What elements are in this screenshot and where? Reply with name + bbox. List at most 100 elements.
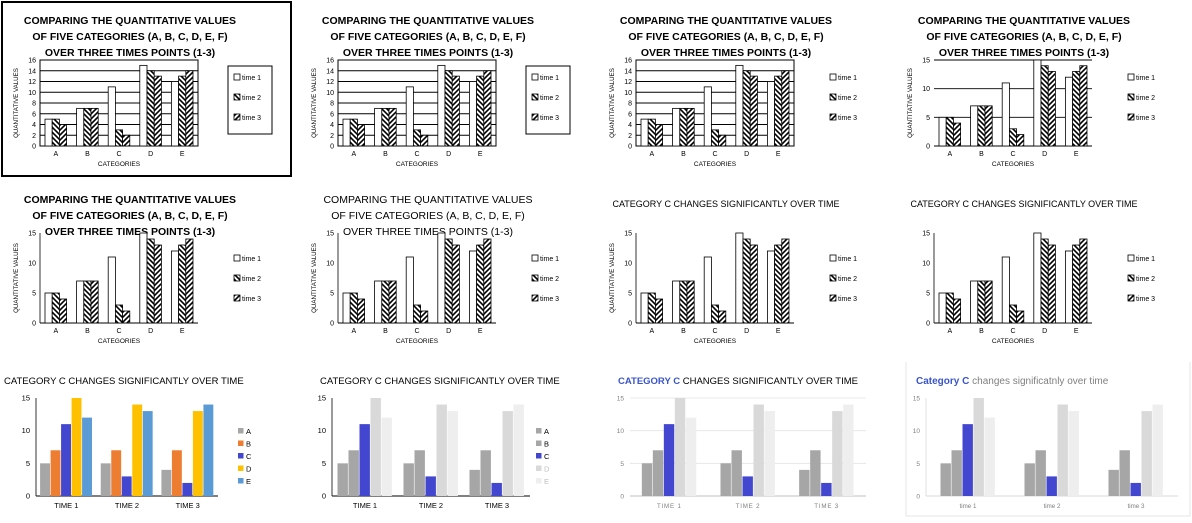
bar <box>342 292 351 324</box>
bar <box>357 124 366 147</box>
x-tick-label: D <box>148 151 153 158</box>
bar <box>674 398 686 496</box>
legend-label: B <box>544 440 549 449</box>
bar <box>641 463 653 496</box>
bar <box>51 118 60 147</box>
bar <box>436 404 447 496</box>
x-tick-label: A <box>649 151 654 158</box>
legend-label: time 1 <box>242 75 261 82</box>
bar <box>718 134 727 147</box>
bar <box>59 124 68 147</box>
legend-swatch <box>233 294 241 302</box>
x-tick-label: C <box>116 151 121 158</box>
x-tick-label: E <box>776 328 781 335</box>
bar <box>1119 450 1130 496</box>
x-tick-label: TIME 1 <box>353 501 377 510</box>
bar <box>672 107 681 147</box>
bar <box>1046 476 1057 496</box>
y-tick-label: 8 <box>330 101 334 108</box>
bar <box>153 244 162 324</box>
bar <box>444 238 453 324</box>
bar <box>468 250 477 324</box>
y-tick-label: 0 <box>628 321 632 328</box>
bar <box>122 134 131 147</box>
legend-swatch <box>536 428 542 434</box>
bar <box>447 411 458 496</box>
bar <box>970 105 979 147</box>
legend-swatch <box>531 274 539 282</box>
bar <box>953 298 962 324</box>
bar <box>953 122 962 147</box>
bar <box>388 280 397 324</box>
x-tick-label: B <box>383 328 388 335</box>
bar-chart: CATEGORY C CHANGES SIGNIFICANTLY OVER TI… <box>4 376 252 510</box>
bar <box>984 105 993 147</box>
bar <box>44 118 53 147</box>
bar <box>90 280 99 324</box>
bar <box>132 404 143 496</box>
bar <box>107 256 116 324</box>
bar <box>381 280 390 324</box>
legend-label: time 1 <box>242 256 261 263</box>
bar <box>720 463 731 496</box>
x-tick-label: time 2 <box>1044 503 1061 510</box>
bar <box>59 298 68 324</box>
y-axis-label: QUANTITATIVE VALUES <box>907 68 914 138</box>
bar-chart: COMPARING THE QUANTITATIVE VALUES OF FIVE… <box>311 15 571 168</box>
chart-panel: COMPARING THE QUANTITATIVE VALUES OF FIVE… <box>894 0 1192 185</box>
bar <box>781 238 790 324</box>
bar <box>337 463 348 496</box>
bar <box>170 250 179 324</box>
bar-chart: Category C changes significatnly over ti… <box>905 357 1191 517</box>
bar <box>192 411 203 496</box>
y-tick-label: 0 <box>32 144 36 151</box>
bar-chart: COMPARING THE QUANTITATIVE VALUES OF FIVE… <box>13 194 261 345</box>
x-tick-label: A <box>53 328 58 335</box>
bar <box>413 129 422 147</box>
chart-panel: COMPARING THE QUANTITATIVE VALUES OF FIVE… <box>0 185 298 362</box>
y-tick-label: 15 <box>617 396 625 403</box>
y-tick-label: 2 <box>32 133 36 140</box>
x-tick-label: D <box>148 328 153 335</box>
legend-label: time 3 <box>540 296 559 303</box>
x-tick-label: A <box>351 328 356 335</box>
bar <box>1009 128 1018 147</box>
bar <box>640 292 649 324</box>
bar <box>1016 310 1025 324</box>
bar <box>71 398 82 496</box>
chart-title: COMPARING THE QUANTITATIVE VALUES <box>620 15 832 27</box>
x-tick-label: B <box>681 151 686 158</box>
legend-swatch <box>531 93 539 101</box>
bar <box>962 424 973 496</box>
bar <box>984 280 993 324</box>
bar <box>686 107 695 147</box>
legend-label: time 3 <box>242 115 261 122</box>
y-tick-label: 5 <box>330 291 334 298</box>
bar <box>764 411 775 496</box>
y-tick-label: 15 <box>318 394 326 403</box>
bar <box>977 105 986 147</box>
y-axis-label: QUANTITATIVE VALUES <box>311 243 318 313</box>
y-axis-label: QUANTITATIVE VALUES <box>311 68 318 138</box>
legend-label: B <box>246 440 251 449</box>
bar <box>774 244 783 324</box>
x-axis-label: CATEGORIES <box>992 338 1035 345</box>
y-tick-label: 14 <box>28 68 36 75</box>
y-tick-label: 0 <box>322 492 326 501</box>
bar <box>977 280 986 324</box>
bar <box>749 244 758 324</box>
legend-label: D <box>246 465 252 474</box>
chart-title: OVER THREE TIMES POINTS (1-3) <box>641 47 811 59</box>
y-tick-label: 12 <box>326 79 334 86</box>
y-tick-label: 10 <box>617 428 625 435</box>
chart-title: CATEGORY C CHANGES SIGNIFICANTLY OVER TI… <box>618 376 858 387</box>
y-axis-label: QUANTITATIVE VALUES <box>609 68 616 138</box>
legend-swatch <box>536 478 542 484</box>
bar <box>940 463 951 496</box>
bar <box>403 463 414 496</box>
y-tick-label: 12 <box>624 79 632 86</box>
chart-title: OVER THREE TIMES POINTS (1-3) <box>939 47 1109 59</box>
bar <box>774 75 783 147</box>
bar <box>938 116 947 147</box>
bar <box>679 280 688 324</box>
